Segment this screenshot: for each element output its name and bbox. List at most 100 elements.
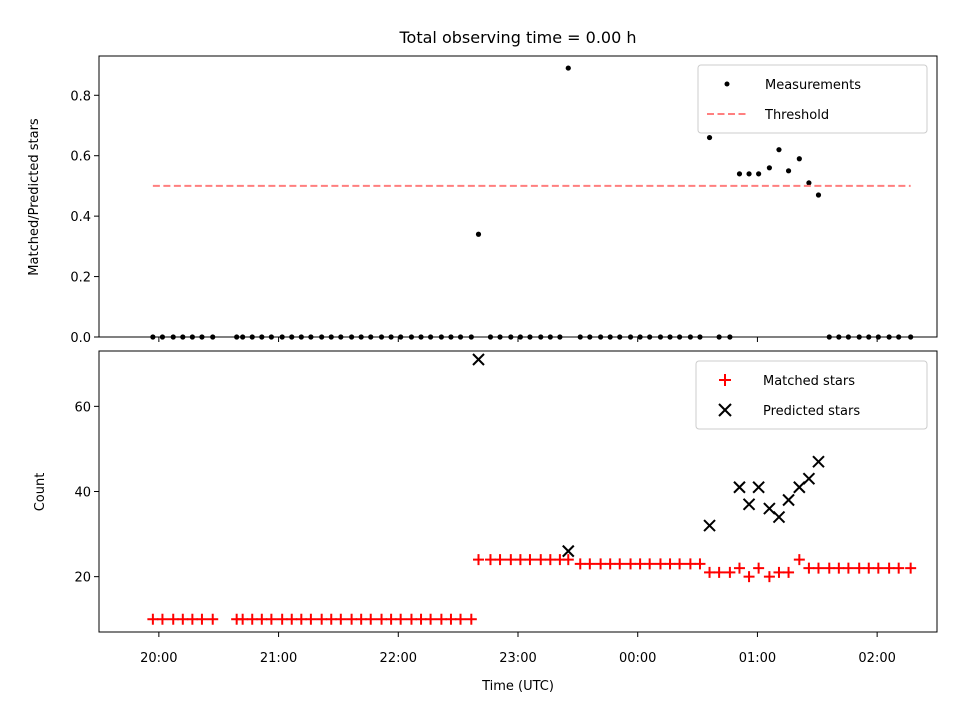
measurements-point: [746, 171, 752, 177]
matched-stars-point: [634, 558, 646, 570]
count-y-axis-label: Count: [33, 473, 48, 512]
count-ticks: 20 40 60 20:00 21:00 22:00 23:00 00:00 01:00 02:0…: [74, 400, 895, 666]
matched-stars-point: [853, 562, 865, 574]
ratio-legend: Measurements Threshold: [697, 64, 928, 134]
matched-stars-point: [484, 554, 496, 566]
legend-label-predicted-stars: Predicted stars: [763, 404, 860, 419]
matched-stars-point: [472, 554, 484, 566]
matched-stars-point: [823, 562, 835, 574]
matched-stars-point: [905, 562, 917, 574]
ratio-legend-box: [697, 64, 928, 134]
matched-stars-point: [773, 566, 785, 578]
ratio-ticks: 0.0 0.2 0.4 0.6 0.8: [70, 89, 878, 346]
measurements-point: [766, 165, 773, 171]
matched-stars-point: [694, 558, 706, 570]
matched-stars-point: [863, 562, 875, 574]
measurements-point: [475, 231, 482, 237]
matched-stars-point: [812, 562, 824, 574]
predicted-stars-point: [562, 544, 575, 558]
matched-stars-point: [763, 571, 775, 583]
measurements-point: [796, 156, 802, 162]
matched-stars-point: [574, 558, 586, 570]
matched-stars-point: [295, 613, 307, 625]
matched-stars-point: [167, 613, 179, 625]
matched-stars-point: [395, 613, 407, 625]
x-tick-label: 02:00: [858, 651, 895, 666]
ratio-panel: Total observing time = 0.00 h 0.00.20.40…: [27, 28, 938, 346]
ratio-y-axis-label: Matched/Predicted stars: [27, 118, 42, 276]
count-y-tick-label: 20: [74, 571, 91, 586]
count-legend: Matched stars Predicted stars: [695, 360, 928, 430]
predicted-stars-point: [742, 498, 756, 511]
measurements-point: [565, 65, 571, 71]
matched-stars-point: [724, 566, 736, 578]
measurements-point: [736, 171, 743, 177]
x-tick-label: 20:00: [140, 651, 177, 666]
matched-stars-point: [584, 558, 596, 570]
matched-stars-point: [614, 558, 626, 570]
predicted-stars-point: [772, 510, 786, 524]
matched-stars-point: [793, 554, 805, 566]
matched-stars-point: [196, 613, 208, 625]
matched-stars-point: [435, 613, 447, 625]
matched-stars-point: [644, 558, 656, 570]
legend-label-matched-stars: Matched stars: [763, 374, 855, 389]
matched-stars-point: [713, 566, 725, 578]
matched-stars-point: [286, 613, 298, 625]
matched-stars-point: [455, 613, 467, 625]
matched-stars-point: [743, 571, 755, 583]
predicted-stars-point: [752, 481, 765, 494]
matched-stars-point: [147, 613, 159, 625]
matched-stars-point: [893, 562, 905, 574]
predicted-stars-point: [733, 481, 746, 494]
legend-marker-predicted-stars: [718, 403, 732, 417]
x-tick-label: 23:00: [499, 651, 536, 666]
x-axis-label: Time (UTC): [481, 679, 554, 694]
matched-stars-point: [783, 566, 795, 578]
matched-stars-point: [305, 613, 317, 625]
matched-stars-point: [674, 558, 686, 570]
matched-stars-point: [376, 613, 388, 625]
matched-stars-point: [664, 558, 676, 570]
matched-stars-point: [256, 613, 268, 625]
matched-stars-point: [335, 613, 347, 625]
matched-stars-point: [237, 613, 249, 625]
matched-stars-point: [883, 562, 895, 574]
matched-stars-point: [514, 554, 526, 566]
matched-stars-point: [346, 613, 358, 625]
predicted-stars-point: [703, 519, 716, 532]
measurements-point: [806, 180, 812, 186]
ratio-y-tick-label: 0.6: [70, 150, 91, 165]
ratio-y-tick-label: 0.2: [70, 271, 91, 286]
count-axes-frame: [98, 350, 938, 633]
matched-stars-point: [803, 562, 815, 574]
matched-stars-point: [246, 613, 258, 625]
matched-stars-point: [365, 613, 377, 625]
matched-stars-point: [562, 554, 574, 566]
legend-marker-matched-stars: [719, 374, 731, 386]
ratio-axes-frame: [98, 55, 938, 338]
matched-stars-point: [265, 613, 277, 625]
measurements-point: [706, 134, 713, 141]
matched-stars-point: [465, 613, 477, 625]
matched-stars-point: [186, 613, 198, 625]
matched-stars-point: [535, 554, 547, 566]
measurements-point: [756, 171, 762, 177]
ratio-y-tick-label: 0.4: [70, 210, 91, 225]
count-legend-box: [695, 360, 928, 430]
matched-stars-point: [405, 613, 417, 625]
matched-stars-point: [544, 554, 556, 566]
x-tick-label: 01:00: [739, 651, 776, 666]
matched-stars-point: [505, 554, 517, 566]
x-tick-label: 22:00: [380, 651, 417, 666]
legend-marker-measurements: [724, 81, 730, 87]
matched-stars-point: [872, 562, 884, 574]
ratio-y-tick-label: 0.8: [70, 89, 91, 104]
predicted-stars-point: [802, 472, 816, 485]
matched-stars-point: [425, 613, 437, 625]
matched-stars-point: [445, 613, 457, 625]
ratio-y-tick-label: 0.0: [70, 331, 91, 346]
matched-stars-point: [276, 613, 288, 625]
matched-stars-point: [704, 566, 716, 578]
